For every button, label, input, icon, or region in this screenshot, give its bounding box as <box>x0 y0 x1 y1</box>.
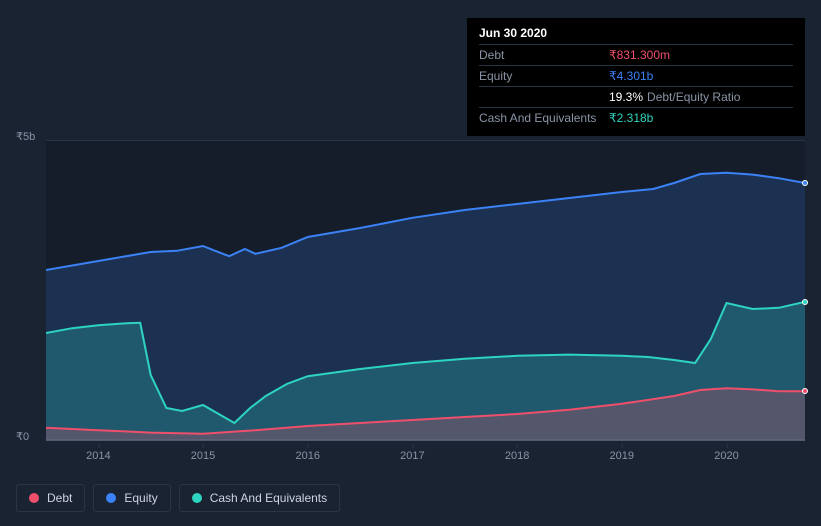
x-axis-label: 2015 <box>191 450 215 462</box>
y-axis-label: ₹5b <box>16 130 35 143</box>
x-axis-label: 2017 <box>400 450 424 462</box>
tooltip-date: Jun 30 2020 <box>479 26 793 44</box>
legend-label: Equity <box>124 491 157 505</box>
chart-tooltip: Jun 30 2020 Debt₹831.300mEquity₹4.301b19… <box>467 18 805 136</box>
chart-plot[interactable] <box>46 140 805 440</box>
chart-legend: Debt Equity Cash And Equivalents <box>16 484 340 512</box>
y-axis-label: ₹0 <box>16 430 29 443</box>
x-axis-label: 2014 <box>86 450 110 462</box>
debt-end-marker <box>802 388 808 394</box>
legend-swatch <box>106 493 116 503</box>
x-axis-label: 2016 <box>295 450 319 462</box>
legend-label: Cash And Equivalents <box>210 491 327 505</box>
x-axis-label: 2018 <box>505 450 529 462</box>
legend-item[interactable]: Equity <box>93 484 170 512</box>
legend-swatch <box>192 493 202 503</box>
tooltip-value: ₹831.300m <box>609 48 670 62</box>
tooltip-row: Equity₹4.301b <box>479 65 793 86</box>
legend-item[interactable]: Debt <box>16 484 85 512</box>
tooltip-row: 19.3% Debt/Equity Ratio <box>479 86 793 107</box>
x-axis-label: 2019 <box>610 450 634 462</box>
tooltip-label: Cash And Equivalents <box>479 111 609 125</box>
tooltip-suffix: Debt/Equity Ratio <box>647 90 740 104</box>
equity-end-marker <box>802 180 808 186</box>
tooltip-row: Debt₹831.300m <box>479 44 793 65</box>
legend-swatch <box>29 493 39 503</box>
tooltip-label: Equity <box>479 69 609 83</box>
cash-end-marker <box>802 299 808 305</box>
x-axis-label: 2020 <box>714 450 738 462</box>
tooltip-label: Debt <box>479 48 609 62</box>
legend-item[interactable]: Cash And Equivalents <box>179 484 340 512</box>
tooltip-value: ₹4.301b <box>609 69 653 83</box>
tooltip-value: 19.3% <box>609 90 643 104</box>
tooltip-row: Cash And Equivalents₹2.318b <box>479 107 793 128</box>
legend-label: Debt <box>47 491 72 505</box>
chart-area: ₹5b ₹0 <box>16 120 805 440</box>
x-axis: 2014 2015 2016 2017 2018 2019 2020 <box>46 445 805 465</box>
tooltip-label <box>479 90 609 104</box>
tooltip-value: ₹2.318b <box>609 111 653 125</box>
